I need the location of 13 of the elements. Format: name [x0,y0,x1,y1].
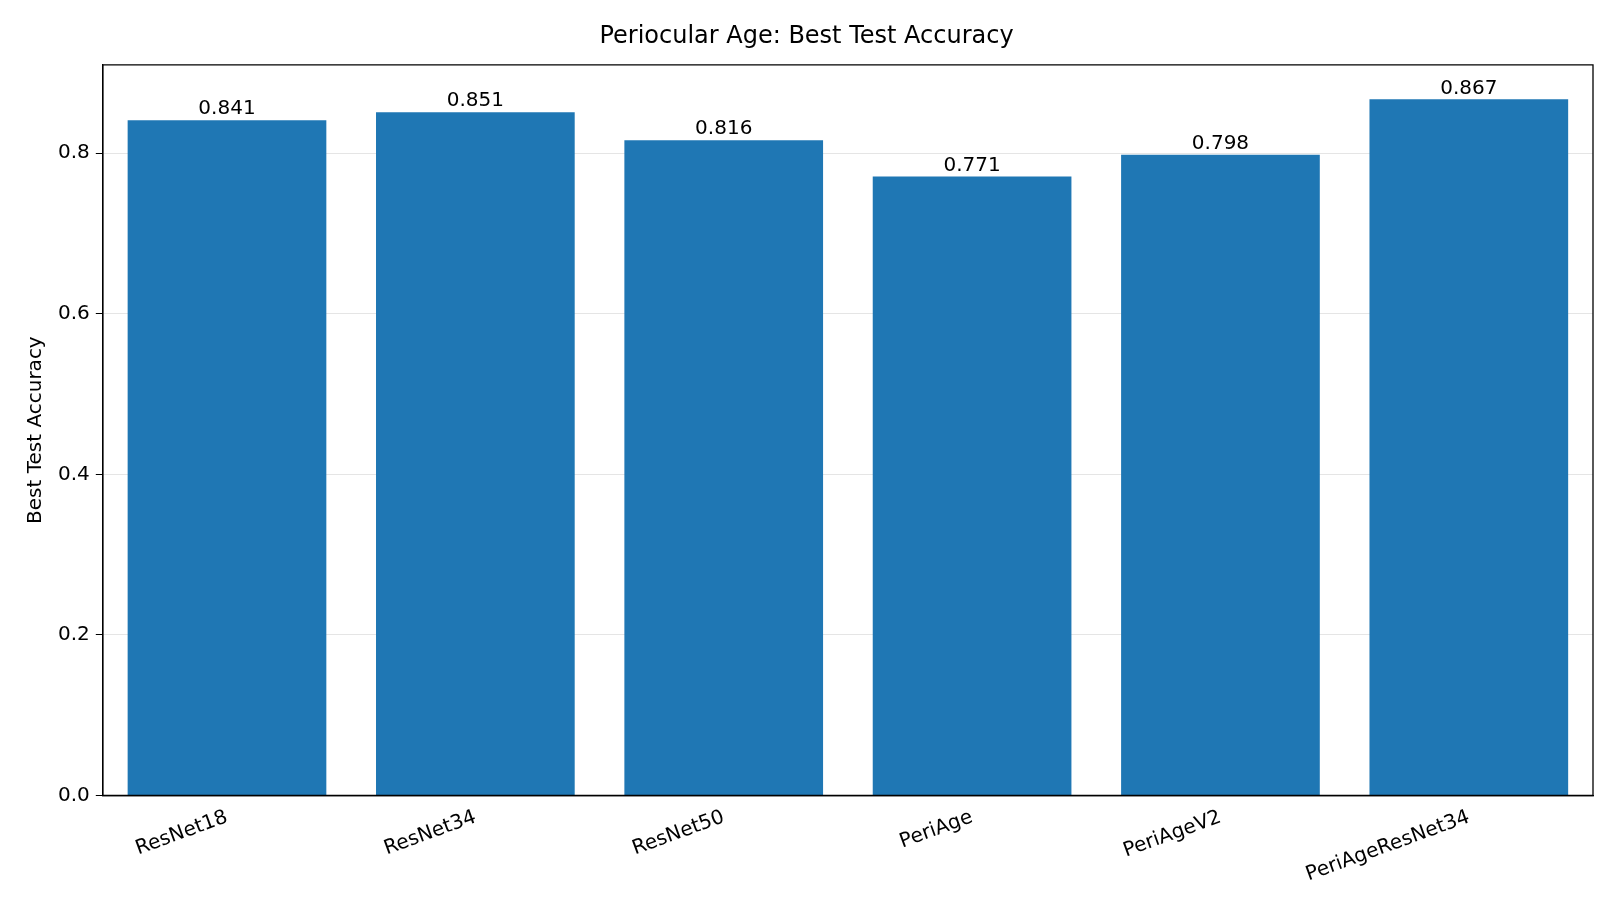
data-label: 0.851 [446,87,504,112]
data-label: 0.771 [943,151,1001,176]
y-tick-label: 0.0 [57,781,90,806]
y-tick-label: 0.2 [57,621,90,646]
data-label: 0.816 [695,115,753,140]
chart-title: Periocular Age: Best Test Accuracy [599,20,1014,49]
y-tick-label: 0.6 [57,299,90,324]
y-tick-label: 0.8 [57,139,90,164]
y-tick-label: 0.4 [57,460,90,485]
data-label: 0.867 [1440,74,1498,99]
y-axis-title: Best Test Accuracy [22,336,47,524]
data-label: 0.841 [198,95,256,120]
data-label: 0.798 [1191,129,1250,154]
